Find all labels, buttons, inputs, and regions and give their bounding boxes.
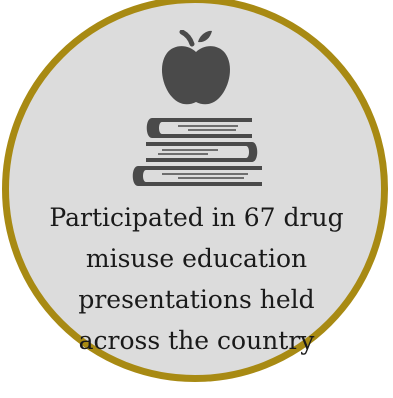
caption-line: across the country <box>78 326 315 355</box>
caption-line: Participated in 67 drug <box>49 203 344 232</box>
caption-line: misuse education <box>85 244 308 273</box>
apple-on-books-icon <box>118 30 278 188</box>
caption-line: presentations held <box>78 285 315 314</box>
stat-caption: Participated in 67 drug misuse education… <box>30 197 363 361</box>
